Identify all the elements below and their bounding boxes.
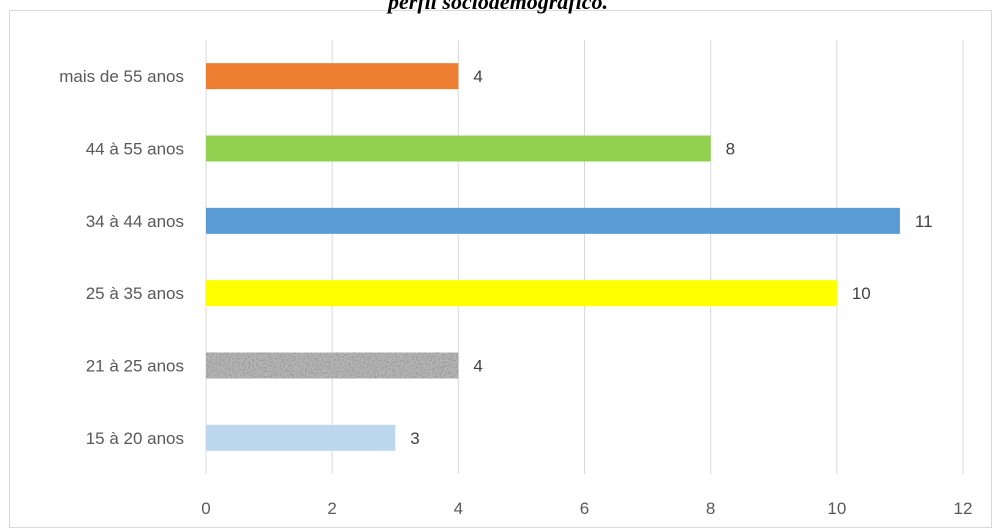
data-label: 8 [726,140,735,159]
data-label: 10 [852,284,871,303]
x-tick-label: 10 [827,499,846,518]
x-tick-label: 12 [954,499,973,518]
bars [206,63,900,451]
bar [206,424,396,451]
category-label: mais de 55 anos [59,67,184,86]
x-tick-label: 4 [454,499,463,518]
chart-title: perfil sociodemográfico. [388,0,608,14]
x-tick-label: 6 [580,499,589,518]
bar [206,207,900,234]
bar [206,63,459,90]
chart-frame [9,10,992,528]
labels: 0 2 4 6 8 10 12 15 à 20 anos 3 21 à 25 anos 4 25 à … [59,67,972,518]
x-tick-label: 0 [201,499,210,518]
x-tick-label: 2 [327,499,336,518]
category-label: 25 à 35 anos [86,284,184,303]
category-label: 44 à 55 anos [86,140,184,159]
bar [206,135,711,162]
gridlines [205,40,964,474]
bar [206,280,837,307]
category-label: 15 à 20 anos [86,429,184,448]
data-label: 3 [410,429,419,448]
category-label: 21 à 25 anos [86,357,184,376]
data-label: 4 [473,67,482,86]
category-label: 34 à 44 anos [86,212,184,231]
bar [206,352,459,379]
data-label: 11 [915,212,933,231]
x-tick-label: 8 [706,499,715,518]
data-label: 4 [473,357,482,376]
